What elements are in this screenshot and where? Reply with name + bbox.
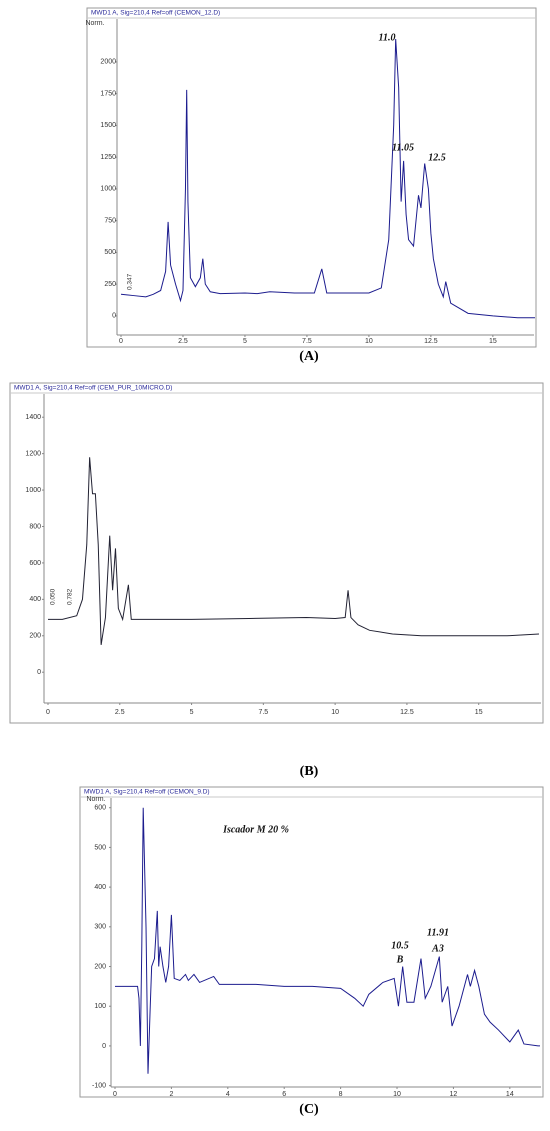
annotation: 12.5 xyxy=(428,152,446,163)
y-tick-label: 800 xyxy=(29,523,41,530)
y-tick-label: 1200 xyxy=(25,450,41,457)
panel-frame xyxy=(86,7,537,348)
annotation: 10.5 xyxy=(391,940,409,951)
annotation: 11.05 xyxy=(392,142,414,153)
y-tick-label: 100 xyxy=(94,1003,106,1010)
panel-frame xyxy=(9,382,544,724)
annotation: 0.050 xyxy=(50,588,57,605)
x-tick-label: 7.5 xyxy=(258,709,268,716)
y-tick-label: 1000 xyxy=(25,487,41,494)
y-tick-label: 0 xyxy=(37,669,41,676)
x-tick-label: 15 xyxy=(489,338,497,345)
annotation: 0.347 xyxy=(127,273,134,290)
x-tick-label: 10 xyxy=(393,1091,401,1098)
y-axis-label: Norm. xyxy=(86,796,105,803)
x-tick-label: 2.5 xyxy=(178,338,188,345)
y-tick-label: 400 xyxy=(94,884,106,891)
x-tick-label: 0 xyxy=(113,1091,117,1098)
chart-panel: MWD1 A, Sig=210,4 Ref=off (CEMON_12.D) 0 2… xyxy=(85,7,537,364)
panel-title: MWD1 A, Sig=210,4 Ref=off (CEMON_9.D) xyxy=(84,789,210,796)
x-tick-label: 15 xyxy=(475,709,483,716)
y-tick-label: 1000 xyxy=(100,186,116,193)
annotation: 0.782 xyxy=(67,588,74,605)
y-tick-label: 500 xyxy=(94,844,106,851)
panel-title: MWD1 A, Sig=210,4 Ref=off (CEM_PUR_10MIC… xyxy=(14,385,172,392)
x-tick-label: 8 xyxy=(339,1091,343,1098)
x-tick-label: 12.5 xyxy=(400,709,414,716)
x-tick-label: 2 xyxy=(169,1091,173,1098)
y-tick-label: 600 xyxy=(94,805,106,812)
annotation: A3 xyxy=(431,943,444,954)
panel-caption: (C) xyxy=(299,1102,319,1117)
x-tick-label: 4 xyxy=(226,1091,230,1098)
y-tick-label: 500 xyxy=(104,249,116,256)
chart-panel: MWD1 A, Sig=210,4 Ref=off (CEMON_9.D) -10… xyxy=(79,786,544,1117)
x-tick-label: 0 xyxy=(119,338,123,345)
y-tick-label: 300 xyxy=(94,924,106,931)
x-tick-label: 12 xyxy=(450,1091,458,1098)
y-tick-label: 1750 xyxy=(100,90,116,97)
x-tick-label: 10 xyxy=(365,338,373,345)
x-tick-label: 0 xyxy=(46,709,50,716)
annotation: 11.0 xyxy=(379,32,396,43)
chromatogram-line xyxy=(48,457,540,645)
y-tick-label: 1250 xyxy=(100,154,116,161)
y-tick-label: 0 xyxy=(112,313,116,320)
chromatogram-line xyxy=(115,807,540,1074)
annotation: B xyxy=(396,954,404,965)
annotation: Iscador M 20 % xyxy=(222,824,289,835)
y-tick-label: 0 xyxy=(102,1043,106,1050)
x-tick-label: 10 xyxy=(331,709,339,716)
y-tick-label: 600 xyxy=(29,560,41,567)
x-tick-label: 12.5 xyxy=(424,338,438,345)
y-tick-label: 250 xyxy=(104,281,116,288)
y-tick-label: 200 xyxy=(94,963,106,970)
y-tick-label: 1400 xyxy=(25,414,41,421)
chart-panel: MWD1 A, Sig=210,4 Ref=off (CEM_PUR_10MIC… xyxy=(9,382,544,779)
y-tick-label: 750 xyxy=(104,217,116,224)
y-axis-label: Norm. xyxy=(85,20,104,27)
y-tick-label: 2000 xyxy=(100,59,116,66)
x-tick-label: 5 xyxy=(190,709,194,716)
y-tick-label: -100 xyxy=(92,1082,106,1089)
annotation: 11.91 xyxy=(427,927,449,938)
panel-title: MWD1 A, Sig=210,4 Ref=off (CEMON_12.D) xyxy=(91,10,220,17)
x-tick-label: 5 xyxy=(243,338,247,345)
panel-frame xyxy=(79,786,544,1098)
x-tick-label: 14 xyxy=(506,1091,514,1098)
x-tick-label: 7.5 xyxy=(302,338,312,345)
y-tick-label: 1500 xyxy=(100,122,116,129)
panel-caption: (B) xyxy=(300,764,319,779)
y-tick-label: 400 xyxy=(29,596,41,603)
x-tick-label: 2.5 xyxy=(115,709,125,716)
x-tick-label: 6 xyxy=(282,1091,286,1098)
panel-caption: (A) xyxy=(299,349,319,364)
y-tick-label: 200 xyxy=(29,633,41,640)
chromatogram-line xyxy=(120,39,535,319)
